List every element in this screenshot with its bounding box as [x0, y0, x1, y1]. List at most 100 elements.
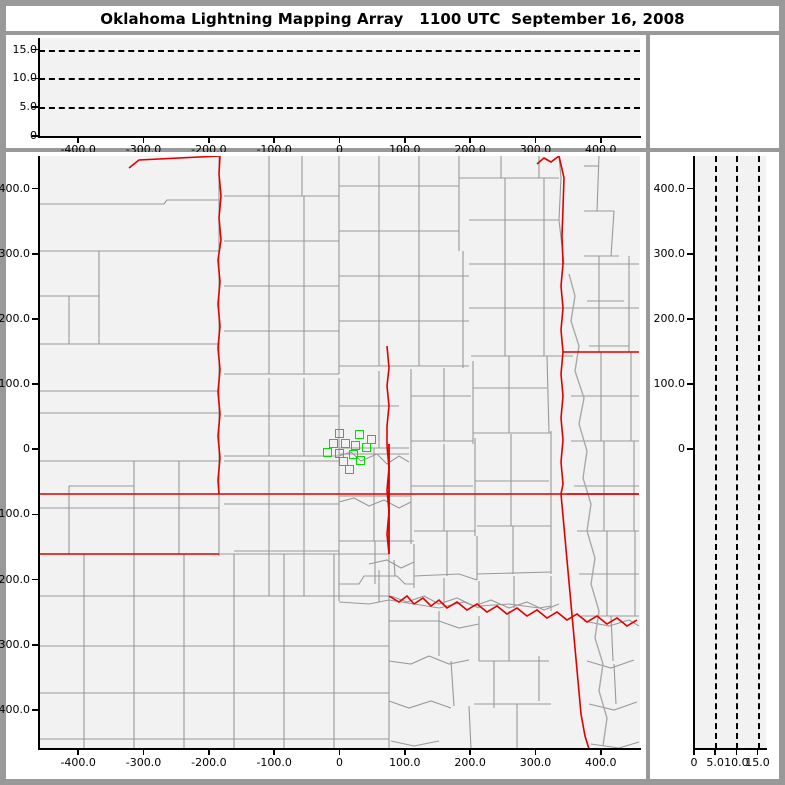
map-x-tick-label: 300.0 [519, 756, 552, 769]
title-bar: Oklahoma Lightning Mapping Array 1100 UT… [6, 6, 779, 31]
lightning-source-marker[interactable] [356, 456, 366, 466]
right-histogram-plot-area [694, 156, 766, 749]
top-histogram-x-tick [208, 136, 210, 143]
map-y-tick-label: 300.0 [0, 246, 30, 260]
page-title: Oklahoma Lightning Mapping Array 1100 UT… [100, 9, 685, 28]
lightning-source-marker[interactable] [338, 456, 348, 466]
top-histogram-x-tick [142, 136, 145, 143]
map-x-tick-label: 400.0 [585, 756, 617, 769]
map-x-tick [600, 748, 602, 755]
lightning-source-markers[interactable] [39, 156, 640, 749]
right-histogram-y-tick-label: 0 [678, 442, 685, 456]
top-histogram-x-tick [77, 136, 79, 143]
map-x-tick-label: 0 [336, 756, 343, 769]
top-histogram-x-tick [338, 136, 341, 143]
right-histogram-x-axis [693, 748, 767, 750]
lightning-source-marker[interactable] [349, 450, 359, 460]
top-histogram-y-tick [32, 135, 40, 137]
top-histogram-x-tick [273, 136, 275, 143]
lightning-source-marker[interactable] [344, 464, 354, 474]
map-y-tick-label: 100.0 [0, 377, 30, 391]
map-x-tick [338, 748, 341, 755]
map-y-tick-label: 200.0 [0, 311, 30, 325]
right-histogram-gridline [757, 156, 760, 749]
right-histogram-gridline [715, 156, 718, 749]
top-histogram-gridline [39, 78, 640, 81]
right-histogram-gridline [736, 156, 739, 749]
right-histogram-x-tick [714, 748, 716, 755]
top-histogram-gridline [39, 107, 640, 110]
map-y-tick-label: 0 [23, 442, 30, 456]
right-histogram-y-tick [687, 252, 695, 255]
right-histogram-y-tick [687, 318, 695, 320]
right-histogram-y-tick-label: 100.0 [653, 377, 686, 391]
map-x-tick-label: -300.0 [125, 756, 162, 769]
right-histogram-y-tick-label: 400.0 [653, 181, 686, 195]
lightning-source-marker[interactable] [367, 435, 377, 445]
right-histogram-x-tick [735, 748, 738, 755]
map-y-tick [32, 513, 40, 516]
map-x-tick [273, 748, 275, 755]
top-right-blank-panel [650, 35, 779, 148]
map-plot-area[interactable] [39, 156, 640, 749]
right-histogram-y-axis [693, 156, 695, 750]
lightning-source-marker[interactable] [328, 439, 338, 449]
map-x-tick [77, 748, 79, 755]
map-x-tick [208, 748, 210, 755]
right-histogram-x-tick [756, 748, 759, 755]
map-y-tick [32, 709, 40, 711]
map-y-tick [32, 578, 40, 581]
lightning-source-marker[interactable] [334, 428, 344, 438]
right-histogram-x-tick [693, 748, 695, 755]
top-histogram-panel: 0 5.0 10.0 15.0 -400.0 -300.0 -200.0 -100.0 0 10… [6, 35, 646, 156]
top-histogram-y-tick-label: 10.0 [12, 71, 38, 85]
map-y-tick [32, 448, 40, 451]
map-y-tick-label: -100.0 [0, 507, 30, 521]
top-histogram-x-tick [469, 136, 471, 143]
top-histogram-y-tick [32, 106, 40, 108]
main-map-panel[interactable]: -400.0 -300.0 -200.0 -100.0 0 100.0 200.0 300.0… [0, 152, 646, 779]
top-histogram-x-tick [534, 136, 537, 143]
map-y-tick-label: 400.0 [0, 181, 30, 195]
top-histogram-y-tick-label: 15.0 [12, 42, 38, 56]
right-histogram-y-tick [687, 187, 695, 190]
map-y-tick-label: -400.0 [0, 702, 30, 716]
map-y-tick [32, 643, 40, 646]
top-histogram-x-tick-label: 0 [336, 143, 343, 156]
right-histogram-panel: 0 100.0 200.0 300.0 400.0 0 5.0 10.0 15.0 [650, 152, 779, 779]
map-x-tick-label: -200.0 [191, 756, 227, 769]
right-histogram-x-tick-label: 5.0 [706, 756, 724, 769]
right-histogram-y-tick [687, 448, 695, 451]
map-x-tick-label: 100.0 [389, 756, 421, 769]
county-boundaries [39, 156, 640, 749]
map-x-tick [404, 748, 406, 755]
top-histogram-gridline [39, 49, 640, 52]
lightning-source-marker[interactable] [323, 447, 333, 457]
map-y-axis [38, 156, 40, 750]
map-geography-svg [39, 156, 640, 749]
map-x-tick-label: -400.0 [60, 756, 96, 769]
right-histogram-x-tick-label: 10.0 [724, 756, 749, 769]
map-y-tick [32, 318, 40, 320]
map-x-tick-label: 200.0 [454, 756, 486, 769]
right-histogram-y-tick-label: 300.0 [653, 246, 686, 260]
map-y-tick-label: -200.0 [0, 572, 30, 586]
map-x-tick [142, 748, 145, 755]
top-histogram-plot-area [39, 38, 640, 136]
top-histogram-y-tick [32, 48, 40, 51]
map-y-tick-label: -300.0 [0, 637, 30, 651]
lightning-source-marker[interactable] [355, 430, 365, 440]
right-histogram-y-tick [687, 383, 695, 385]
top-histogram-y-tick [32, 77, 40, 80]
top-histogram-y-axis [38, 38, 40, 137]
lightning-source-marker[interactable] [340, 439, 350, 449]
map-x-tick [534, 748, 537, 755]
lightning-source-marker[interactable] [362, 442, 372, 452]
map-y-tick [32, 187, 40, 190]
top-histogram-x-tick [404, 136, 406, 143]
top-histogram-x-tick [600, 136, 602, 143]
state-boundaries [39, 156, 639, 749]
lightning-source-marker[interactable] [351, 440, 361, 450]
right-histogram-x-tick-label: 15.0 [745, 756, 770, 769]
